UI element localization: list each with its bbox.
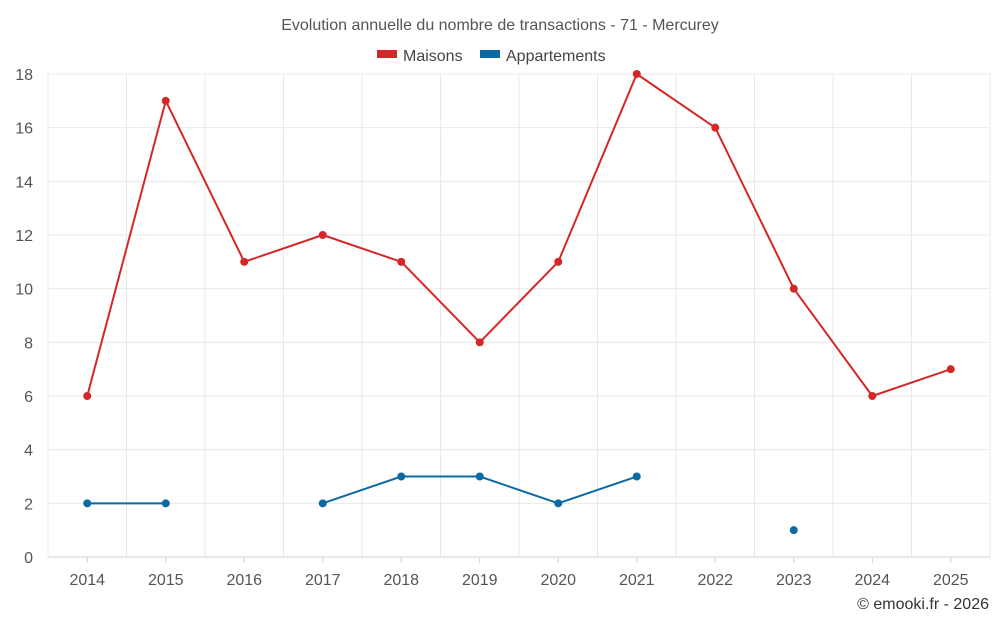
y-tick-label: 10 <box>15 282 33 299</box>
data-point-appartements[interactable] <box>318 499 327 508</box>
x-tick-label: 2017 <box>305 572 341 589</box>
x-tick-label: 2025 <box>933 572 969 589</box>
chart-title: Evolution annuelle du nombre de transact… <box>281 17 719 34</box>
y-tick-label: 8 <box>24 335 33 352</box>
y-tick-label: 16 <box>15 121 33 138</box>
x-tick-label: 2024 <box>854 572 890 589</box>
series-line-maisons <box>86 73 952 397</box>
x-tick-label: 2015 <box>148 572 184 589</box>
credit-text: © emooki.fr - 2026 <box>857 596 989 613</box>
data-point-appartements[interactable] <box>789 526 798 535</box>
data-point-appartements[interactable] <box>161 499 170 508</box>
y-tick-label: 6 <box>24 389 33 406</box>
x-tick-label: 2018 <box>383 572 419 589</box>
legend-label-maisons[interactable]: Maisons <box>403 48 463 65</box>
legend-swatch-appartements <box>480 50 500 58</box>
y-tick-label: 12 <box>15 228 33 245</box>
data-point-maisons[interactable] <box>868 392 877 400</box>
data-point-maisons[interactable] <box>711 123 720 132</box>
x-tick-label: 2021 <box>619 572 655 589</box>
x-axis: 2014 2015 2016 2017 2018 2019 2020 2021 2022 2023… <box>48 556 990 589</box>
data-point-maisons[interactable] <box>789 284 798 293</box>
x-tick-label: 2020 <box>540 572 576 589</box>
x-tick-label: 2019 <box>462 572 498 589</box>
data-point-maisons[interactable] <box>632 70 641 78</box>
data-point-appartements[interactable] <box>475 472 484 481</box>
data-point-appartements[interactable] <box>554 499 563 508</box>
data-point-maisons[interactable] <box>161 96 170 105</box>
data-point-appartements[interactable] <box>397 472 406 481</box>
data-point-maisons[interactable] <box>397 257 406 266</box>
y-tick-label: 0 <box>24 550 33 567</box>
legend[interactable]: Maisons Appartements <box>377 48 606 65</box>
series-line-appartements <box>322 475 638 505</box>
data-point-maisons[interactable] <box>554 257 563 266</box>
data-point-maisons[interactable] <box>83 392 92 400</box>
y-tick-label: 2 <box>24 496 33 513</box>
data-point-maisons[interactable] <box>946 365 955 374</box>
data-point-appartements[interactable] <box>632 472 641 481</box>
series-layer <box>83 70 955 535</box>
y-tick-label: 4 <box>24 443 33 460</box>
data-point-maisons[interactable] <box>475 338 484 347</box>
x-tick-label: 2023 <box>776 572 812 589</box>
data-point-maisons[interactable] <box>318 231 327 239</box>
data-point-appartements[interactable] <box>83 499 92 508</box>
y-tick-label: 18 <box>15 67 33 84</box>
legend-label-appartements[interactable]: Appartements <box>506 48 606 65</box>
x-tick-label: 2014 <box>69 572 105 589</box>
y-tick-label: 14 <box>15 174 33 191</box>
y-axis: 0 2 4 6 8 10 12 14 16 18 <box>15 67 33 567</box>
data-point-maisons[interactable] <box>240 257 249 266</box>
x-tick-label: 2016 <box>226 572 262 589</box>
grid <box>47 73 991 558</box>
legend-swatch-maisons <box>377 50 397 58</box>
x-tick-label: 2022 <box>697 572 733 589</box>
